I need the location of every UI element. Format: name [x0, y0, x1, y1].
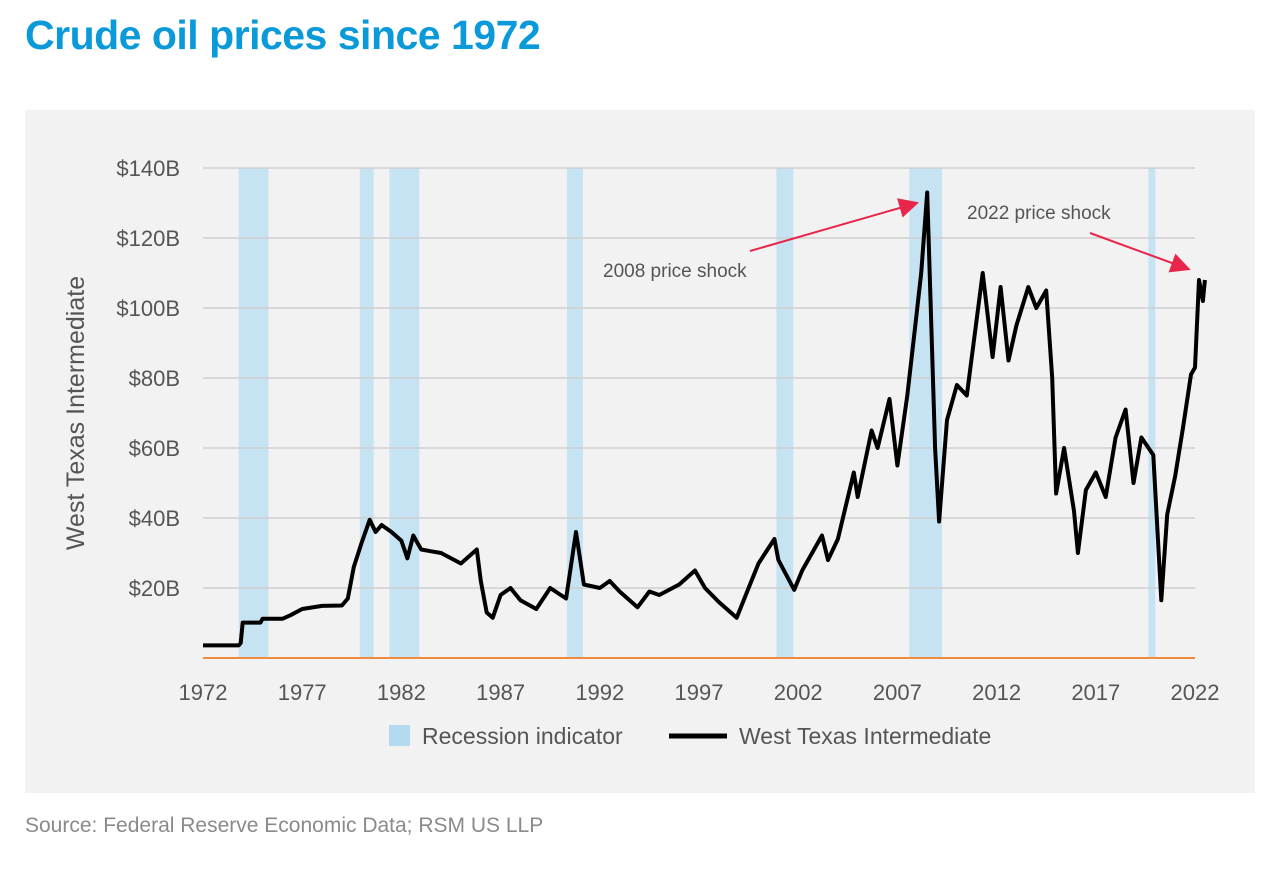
annotation-arrow: [749, 198, 920, 252]
chart-panel: [25, 110, 1255, 793]
y-tick-label: $80B: [129, 366, 180, 391]
x-tick-label: 1997: [675, 680, 724, 705]
x-tick-label: 1982: [377, 680, 426, 705]
x-tick-label: 1972: [179, 680, 228, 705]
x-tick-label: 2017: [1071, 680, 1120, 705]
y-tick-label: $20B: [129, 576, 180, 601]
legend-swatch-recession: [389, 725, 410, 746]
y-tick-label: $120B: [116, 226, 180, 251]
x-tick-label: 1987: [476, 680, 525, 705]
y-tick-label: $60B: [129, 436, 180, 461]
recession-band: [389, 168, 420, 658]
x-tick-label: 2012: [972, 680, 1021, 705]
y-tick-label: $100B: [116, 296, 180, 321]
series-line-west-texas-intermediate: [203, 190, 1207, 648]
y-axis-label: West Texas Intermediate: [62, 276, 90, 550]
recession-band: [567, 168, 583, 658]
x-tick-label: 2022: [1171, 680, 1220, 705]
legend-label-wti: West Texas Intermediate: [739, 723, 991, 749]
recession-band: [1148, 168, 1156, 658]
annotation-arrow: [1089, 232, 1191, 273]
recession-band: [359, 168, 374, 658]
x-tick-label: 1977: [278, 680, 327, 705]
x-tick-label: 2007: [873, 680, 922, 705]
annotation-2008: 2008 price shock: [603, 261, 747, 282]
recession-band: [909, 168, 943, 658]
page-title: Crude oil prices since 1972: [25, 12, 541, 58]
recession-band: [776, 168, 794, 658]
x-tick-label: 2002: [774, 680, 823, 705]
x-tick-label: 1992: [575, 680, 624, 705]
recession-band: [238, 168, 269, 658]
y-tick-label: $140B: [116, 156, 180, 181]
annotation-2022: 2022 price shock: [967, 203, 1111, 224]
source-note: Source: Federal Reserve Economic Data; R…: [25, 814, 544, 837]
y-tick-label: $40B: [129, 506, 180, 531]
legend-label-recession: Recession indicator: [422, 723, 623, 749]
